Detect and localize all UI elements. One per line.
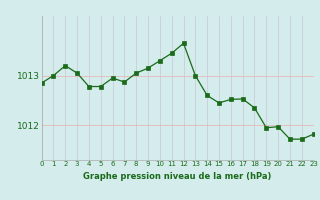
X-axis label: Graphe pression niveau de la mer (hPa): Graphe pression niveau de la mer (hPa): [84, 172, 272, 181]
